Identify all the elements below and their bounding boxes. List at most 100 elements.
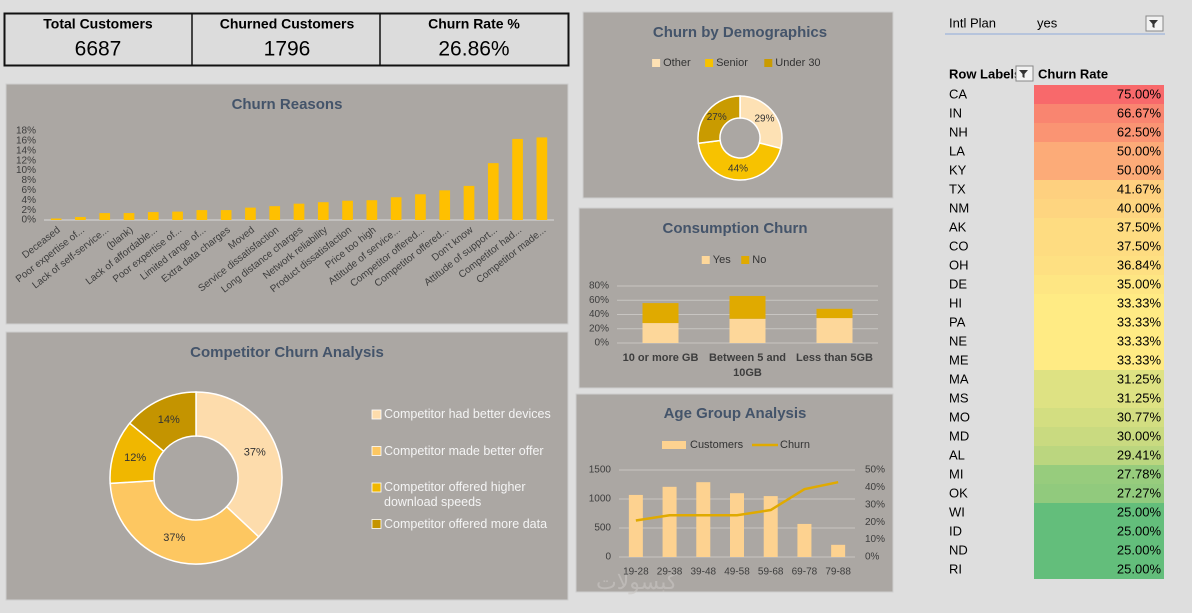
bar-segment [816,318,853,343]
bar [696,482,711,557]
row-label: ID [949,523,962,538]
row-label: ND [949,542,968,557]
legend-swatch [371,519,382,529]
x-tick-label: 79-88 [825,567,851,578]
y-tick-label: 12% [16,155,36,166]
x-tick-label: 29-38 [657,567,683,578]
rate-cell [1034,161,1164,180]
rate-value: 37.50% [1117,238,1162,253]
rate-value: 62.50% [1117,124,1162,139]
row-label: PA [949,314,966,329]
rate-cell [1034,427,1164,446]
bar-segment [642,323,679,343]
y-tick-label: 10% [16,165,36,176]
rate-cell [1034,560,1164,579]
row-label: MA [949,371,969,386]
y-tick-label: 16% [16,136,36,147]
filter-value: yes [1037,15,1058,30]
table-header: Row Labels [949,66,1021,81]
panel [575,393,894,593]
row-label: NM [949,200,969,215]
rate-cell [1034,199,1164,218]
bar [50,218,62,220]
slice [195,391,283,538]
row-label: NE [949,333,967,348]
row-label: ME [949,352,969,367]
rate-cell [1034,503,1164,522]
row-label: AL [949,447,965,462]
legend-label-box: Competitor had better devices [384,407,551,421]
legend-label: Senior [716,57,748,69]
data-label: 29% [754,114,774,125]
x-tick-label-box: Less than 5GB [796,352,873,364]
bar [487,163,499,220]
slice [739,95,783,150]
rate-value: 33.33% [1117,295,1162,310]
bar-segment [816,308,853,319]
bar [415,194,426,220]
chart-title: Churn Reasons [232,96,343,113]
legend-label: Customers [690,439,744,451]
data-label: 14% [158,414,180,426]
rate-value: 75.00% [1117,86,1162,101]
y-tick-label: 1500 [589,465,612,476]
filter-icon [1149,20,1158,28]
rate-value: 30.77% [1117,409,1162,424]
y-tick-label: 80% [589,281,609,292]
rate-value: 25.00% [1117,561,1162,576]
rate-cell [1034,104,1164,123]
rate-cell [1034,85,1164,104]
x-tick-label: 19-28 [623,567,649,578]
x-tick-label: 59-68 [758,567,784,578]
row-label: KY [949,162,967,177]
watermark: كبسولات [596,569,678,595]
bar [366,200,378,220]
legend-label: Under 30 [775,57,820,69]
x-tick-label: 39-48 [690,567,716,578]
legend-label: Yes [713,254,731,266]
rate-cell [1034,218,1164,237]
bar [831,544,846,557]
rate-value: 66.67% [1117,105,1162,120]
x-tick-label-box: Between 5 and 10GB [708,352,787,379]
row-label: NH [949,124,968,139]
rate-cell [1034,123,1164,142]
filter-icon [1019,70,1028,78]
y-tick-label: 500 [594,523,611,534]
bar [390,197,402,220]
bar [512,138,523,220]
x-tick-label: Between 5 and 10GB [708,352,787,379]
row-label: RI [949,561,962,576]
kpi-box [3,12,570,67]
kpi-label: Churned Customers [220,16,355,32]
rate-value: 33.33% [1117,352,1162,367]
rate-cell [1034,351,1164,370]
legend-swatch [371,482,382,493]
line [635,480,839,522]
panel [5,331,569,601]
rate-value: 33.33% [1117,333,1162,348]
rate-value: 31.25% [1117,390,1162,405]
table-header: Churn Rate [1038,66,1108,81]
kpi-label: Total Customers [43,16,153,32]
row-label: AK [949,219,967,234]
data-label: 27% [707,112,727,123]
bar [293,203,305,220]
legend-label-box: Competitor offered more data [384,517,547,531]
rate-value: 27.78% [1117,466,1162,481]
y-tick-label: 2% [22,205,37,216]
rate-value: 27.27% [1117,485,1162,500]
legend-swatch [701,256,710,264]
rate-value: 33.33% [1117,314,1162,329]
rate-cell [1034,180,1164,199]
bar-segment [729,295,766,319]
bar [662,486,677,557]
y-tick-label: 0% [595,338,610,349]
row-label: TX [949,181,966,196]
rate-value: 29.41% [1117,447,1162,462]
row-label: HI [949,295,962,310]
row-label: CO [949,238,969,253]
legend-swatch [371,409,382,420]
slice [109,479,260,565]
